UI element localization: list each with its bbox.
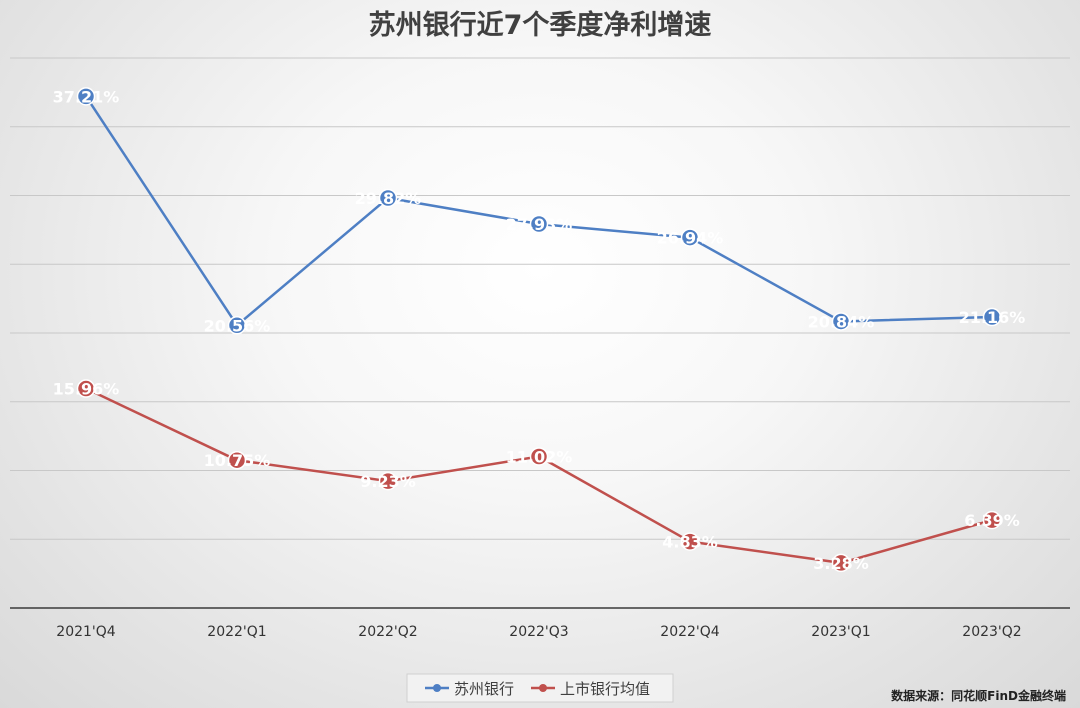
data-point (529, 214, 549, 234)
data-label: 27.93% (506, 215, 573, 234)
x-tick-label: 2021'Q4 (56, 624, 115, 640)
data-point (831, 553, 851, 573)
legend: 苏州银行 上市银行均值 (406, 673, 674, 703)
chart-title: 苏州银行近7个季度净利增速 (369, 9, 712, 41)
series-layer: 37.21% 20.56% 29.82% 27.93% 26.94% 20.84% 21.1… (53, 87, 1026, 573)
source-note: 数据来源：同花顺FinD金融终端 (891, 688, 1066, 703)
data-point (529, 447, 549, 466)
data-label: 21.16% (959, 308, 1026, 327)
data-label: 37.21% (53, 87, 120, 106)
data-point (227, 316, 247, 335)
data-point (680, 532, 700, 551)
data-point (680, 228, 700, 247)
x-tick-label: 2022'Q3 (509, 624, 568, 640)
x-axis: 2021'Q4 2022'Q1 2022'Q2 2022'Q3 2022'Q4 2023'… (10, 607, 1070, 640)
data-label: 15.96% (53, 380, 120, 399)
x-tick-label: 2023'Q2 (962, 624, 1021, 640)
legend-swatch-marker (433, 684, 441, 692)
data-label: 26.94% (657, 229, 724, 248)
data-point (982, 510, 1002, 530)
legend-label: 上市银行均值 (560, 680, 650, 698)
data-point (76, 379, 96, 398)
x-tick-label: 2022'Q4 (660, 624, 719, 640)
data-label: 11.02% (506, 447, 573, 466)
series-line (84, 95, 993, 327)
gridlines (10, 57, 1070, 540)
data-label: 6.39% (964, 511, 1020, 530)
data-label: 3.28% (813, 554, 869, 573)
legend-swatch-marker (539, 684, 547, 692)
series-2: 15.96% 10.75% 9.23% 11.02% 4.83% 3.28% 6.39% (53, 379, 1020, 573)
x-tick-label: 2022'Q2 (358, 624, 417, 640)
x-tick-label: 2023'Q1 (811, 624, 870, 640)
data-point (378, 471, 398, 491)
data-label: 20.84% (808, 312, 875, 331)
data-point (378, 188, 398, 208)
data-point (831, 312, 851, 331)
data-label: 29.82% (355, 189, 422, 208)
data-point (982, 307, 1002, 327)
data-label: 4.83% (662, 533, 718, 552)
data-label: 10.75% (204, 451, 271, 470)
series-1: 37.21% 20.56% 29.82% 27.93% 26.94% 20.84% 21.1… (53, 87, 1026, 335)
legend-label: 苏州银行 (454, 680, 514, 698)
x-tick-label: 2022'Q1 (207, 624, 266, 640)
data-label: 20.56% (204, 316, 271, 335)
data-point (76, 87, 96, 106)
series-line (85, 387, 993, 565)
data-point (227, 450, 247, 470)
data-label: 9.23% (360, 472, 416, 491)
